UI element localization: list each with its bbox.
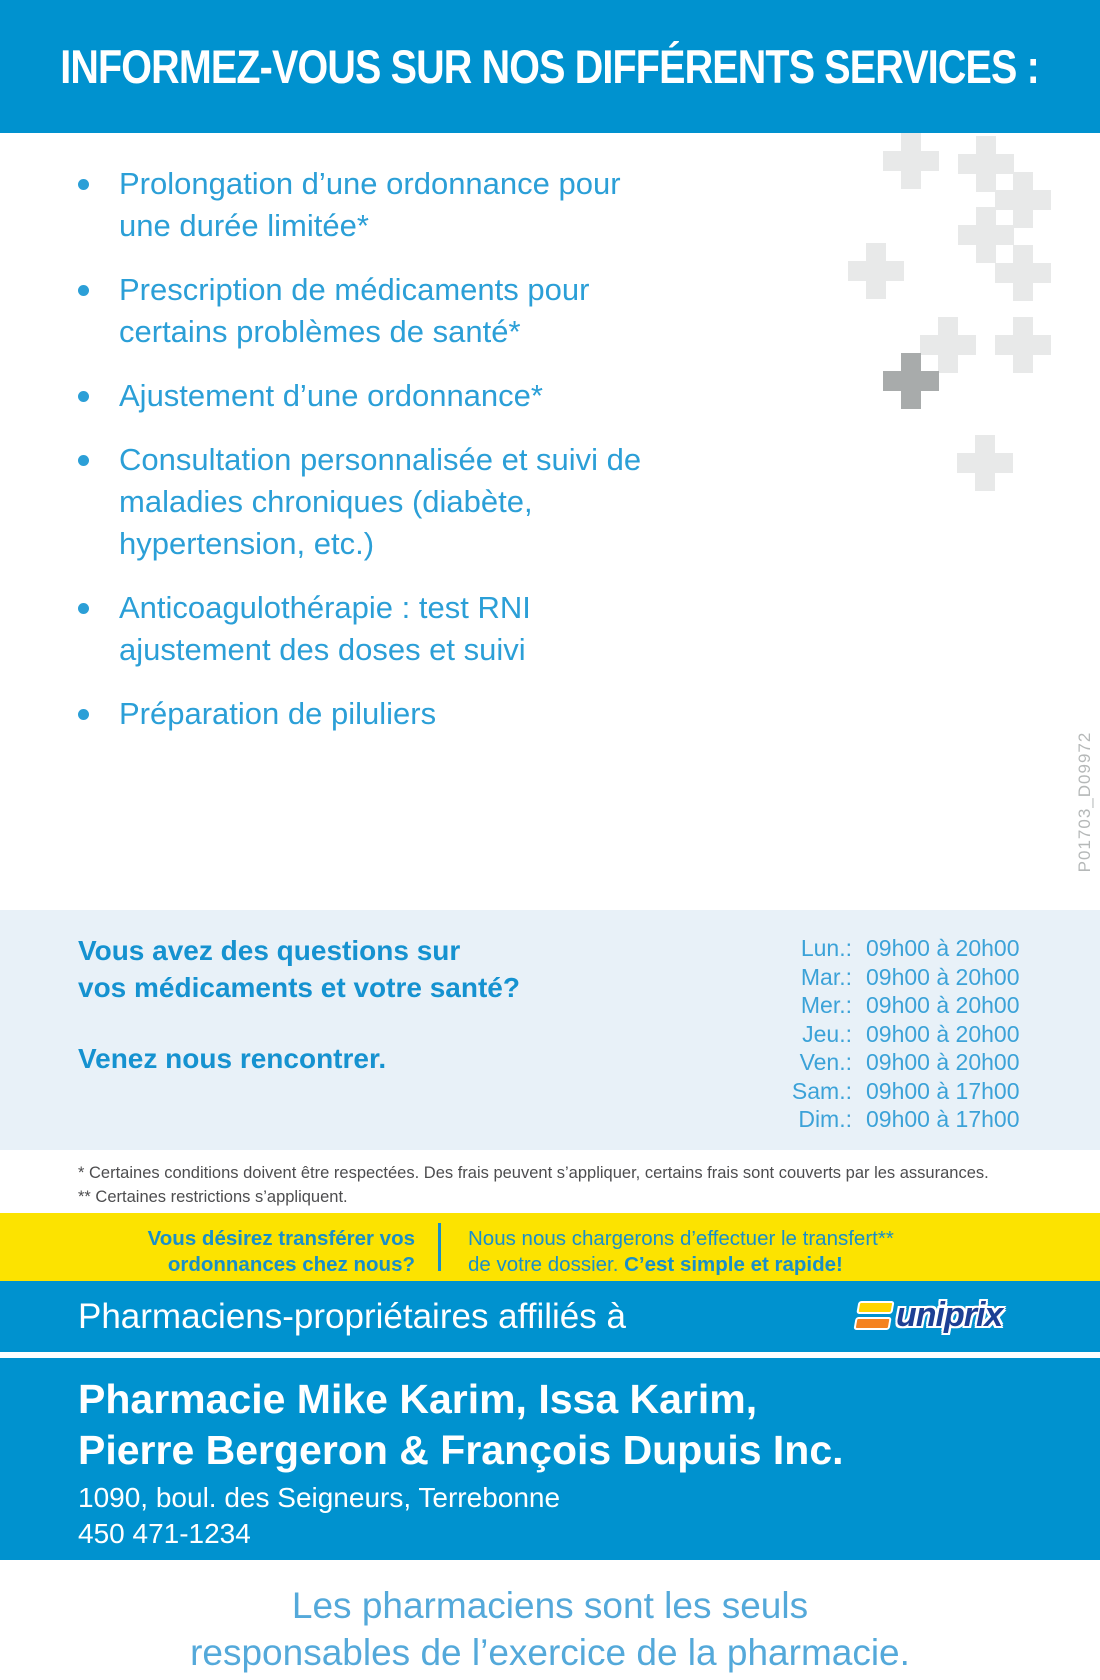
hours-day: Mar.: [800,963,852,990]
transfer-answer-line: de votre dossier. C’est simple et rapide… [468,1252,894,1278]
service-line: Anticoagulothérapie : test RNI [119,590,531,625]
hours-day: Jeu.: [802,1020,852,1047]
hours-row: Ven.: 09h00 à 20h00 [780,1048,1020,1077]
transfer-answer: Nous nous chargerons d’effectuer le tran… [468,1226,894,1278]
plus-icon [883,133,939,189]
plus-icon [958,207,1014,263]
service-item: Ajustement d’une ordonnance* [75,375,755,417]
hours-row: Jeu.: 09h00 à 20h00 [780,1020,1020,1049]
hours-time: 09h00 à 17h00 [866,1077,1020,1104]
uniprix-wordmark: uniprix [896,1296,1003,1334]
transfer-question: Vous désirez transférer vos ordonnances … [105,1226,415,1278]
plus-icon [995,245,1051,301]
service-item: Préparation de piluliers [75,693,755,735]
service-item: Anticoagulothérapie : test RNI ajustemen… [75,587,755,671]
pharmacy-contact: 1090, boul. des Seigneurs, Terrebonne 45… [78,1480,560,1552]
service-line: Préparation de piluliers [119,696,437,731]
info-band: Vous avez des questions sur vos médicame… [0,910,1100,1150]
hours-row: Mer.: 09h00 à 20h00 [780,991,1020,1020]
service-line: hypertension, etc.) [119,526,375,561]
footnote-line: ** Certaines restrictions s’appliquent. [78,1188,348,1206]
pharmacy-band: Pharmacie Mike Karim, Issa Karim, Pierre… [0,1358,1100,1560]
service-line: maladies chroniques (diabète, [119,484,533,519]
service-line: Prolongation d’une ordonnance pour [119,166,621,201]
service-line: Prescription de médicaments pour [119,272,590,307]
questions-line: vos médicaments et votre santé? [78,972,520,1003]
questions-block: Vous avez des questions sur vos médicame… [78,932,520,1077]
opening-hours: Lun.: 09h00 à 20h00 Mar.: 09h00 à 20h00 … [780,934,1020,1134]
hours-day: Mer.: [800,992,852,1018]
print-code: P01703_D09972 [1075,731,1094,873]
questions-line: Vous avez des questions sur [78,935,461,966]
affiliation-label: Pharmaciens-propriétaires affiliés à [78,1297,626,1336]
transfer-band: Vous désirez transférer vos ordonnances … [0,1213,1100,1281]
meet-us-cta: Venez nous rencontrer. [78,1043,387,1074]
transfer-answer-line: Nous nous chargerons d’effectuer le tran… [468,1227,894,1250]
hours-time: 09h00 à 20h00 [866,1020,1020,1047]
pharmacy-address: 1090, boul. des Seigneurs, Terrebonne [78,1482,561,1513]
hours-row: Mar.: 09h00 à 20h00 [780,963,1020,992]
pharmacy-phone: 450 471-1234 [78,1518,251,1549]
transfer-question-line: ordonnances chez nous? [167,1253,415,1276]
plus-icon [958,136,1014,192]
vertical-divider [438,1223,441,1271]
hours-time: 09h00 à 20h00 [866,1049,1020,1075]
plus-icon [957,435,1013,491]
hours-row: Dim.: 09h00 à 17h00 [780,1105,1020,1134]
plus-icon [920,317,976,373]
footer-disclaimer: Les pharmaciens sont les seuls responsab… [0,1560,1100,1680]
plus-icon [995,317,1051,373]
service-line: une durée limitée* [119,208,369,243]
transfer-question-line: Vous désirez transférer vos [147,1227,415,1250]
hours-day: Sam.: [791,1077,852,1104]
plus-icon [995,172,1051,228]
hours-day: Ven.: [799,1049,852,1075]
header-band: INFORMEZ-VOUS SUR NOS DIFFÉRENTS SERVICE… [0,0,1100,133]
transfer-answer-regular: de votre dossier. [468,1253,625,1276]
hours-row: Lun.: 09h00 à 20h00 [780,934,1020,963]
footer-line: Les pharmaciens sont les seuls [291,1585,809,1626]
service-item: Prolongation d’une ordonnance pour une d… [75,163,755,247]
plus-icon [883,353,939,409]
hours-day: Dim.: [798,1106,852,1132]
affiliation-band: Pharmaciens-propriétaires affiliés à uni… [0,1281,1100,1355]
page-title: INFORMEZ-VOUS SUR NOS DIFFÉRENTS SERVICE… [60,40,1041,93]
service-line: Ajustement d’une ordonnance* [119,378,543,413]
service-line: certains problèmes de santé* [119,314,521,349]
service-line: ajustement des doses et suivi [119,632,526,667]
footnotes: * Certaines conditions doivent être resp… [78,1161,989,1209]
hours-time: 09h00 à 20h00 [866,992,1020,1018]
pharmacy-name: Pharmacie Mike Karim, Issa Karim, Pierre… [78,1374,844,1476]
uniprix-logo: uniprix [853,1296,1003,1335]
pharmacy-name-line: Pharmacie Mike Karim, Issa Karim, [78,1376,758,1422]
service-item: Prescription de médicaments pour certain… [75,269,755,353]
pharmacy-name-line: Pierre Bergeron & François Dupuis Inc. [78,1427,844,1473]
uniprix-equals-icon [853,1301,895,1330]
hours-time: 09h00 à 20h00 [866,935,1020,961]
plus-icon [848,243,904,299]
hours-time: 09h00 à 17h00 [866,1106,1020,1132]
service-line: Consultation personnalisée et suivi de [119,442,642,477]
hours-row: Sam.: 09h00 à 17h00 [780,1077,1020,1106]
footnote-line: * Certaines conditions doivent être resp… [78,1164,989,1182]
footer-line: responsables de l’exercice de la pharmac… [190,1632,910,1673]
services-list: Prolongation d’une ordonnance pour une d… [75,163,755,757]
transfer-answer-bold: C’est simple et rapide! [624,1253,843,1276]
service-item: Consultation personnalisée et suivi de m… [75,439,755,565]
hours-time: 09h00 à 20h00 [866,963,1020,990]
hours-day: Lun.: [800,935,852,961]
